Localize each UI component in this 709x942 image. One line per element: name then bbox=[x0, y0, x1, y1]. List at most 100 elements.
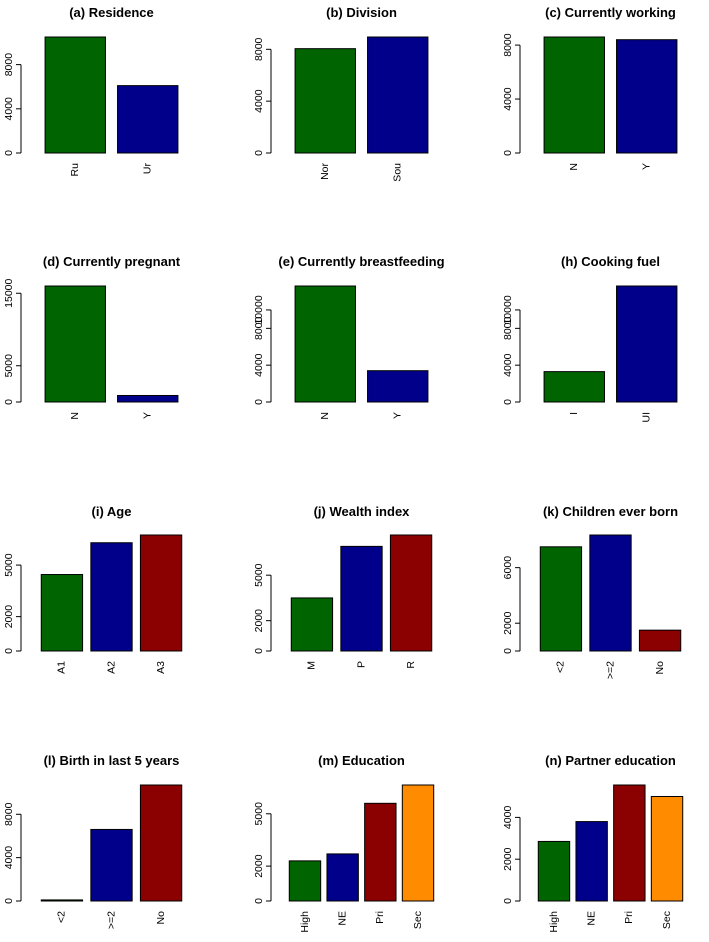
bar-<2 bbox=[40, 899, 84, 902]
y-tick-label: 0 bbox=[3, 399, 15, 405]
y-tick-label: 0 bbox=[3, 898, 15, 904]
category-label: M bbox=[306, 661, 318, 670]
bar-Sou bbox=[367, 36, 429, 154]
y-tick-label: 0 bbox=[502, 399, 514, 405]
y-tick-label: 0 bbox=[253, 399, 265, 405]
y-tick-label: 8000 bbox=[3, 802, 15, 826]
bar-NE bbox=[326, 853, 359, 902]
category-label: Ru bbox=[69, 163, 81, 177]
y-tick-label: 0 bbox=[253, 898, 265, 904]
panel-title: (e) Currently breastfeeding bbox=[278, 254, 444, 269]
bar->=2 bbox=[589, 534, 632, 652]
bar-No bbox=[139, 784, 183, 902]
y-tick-label: 8000 bbox=[502, 33, 514, 57]
y-tick-label: 10000 bbox=[253, 295, 265, 324]
y-tick-label: 4000 bbox=[3, 846, 15, 870]
category-label: Ur bbox=[142, 163, 154, 175]
panel-title: (l) Birth in last 5 years bbox=[44, 753, 180, 768]
category-label: I bbox=[568, 412, 580, 415]
bar-N bbox=[294, 285, 356, 403]
category-label: >=2 bbox=[105, 911, 117, 929]
bar-Pri bbox=[364, 802, 397, 902]
category-label: A1 bbox=[56, 661, 68, 674]
category-label: Y bbox=[392, 412, 404, 419]
bar-Sec bbox=[401, 784, 435, 902]
bar-No bbox=[638, 629, 682, 652]
panel-title: (d) Currently pregnant bbox=[43, 254, 181, 269]
bar-Sec bbox=[650, 795, 684, 902]
y-tick-label: 2000 bbox=[3, 605, 15, 629]
panel-title: (a) Residence bbox=[69, 5, 154, 20]
category-label: A2 bbox=[105, 661, 117, 674]
y-tick-label: 0 bbox=[253, 648, 265, 654]
y-tick-label: 0 bbox=[3, 150, 15, 156]
bar-Ru bbox=[44, 36, 106, 154]
bar-M bbox=[290, 597, 334, 652]
bar-Y bbox=[367, 370, 429, 403]
y-tick-label: 10000 bbox=[502, 295, 514, 324]
y-tick-label: 8000 bbox=[253, 317, 265, 341]
category-label: Pri bbox=[623, 911, 635, 924]
category-label: N bbox=[319, 412, 331, 420]
y-tick-label: 4000 bbox=[502, 806, 514, 830]
chart-panel-12: (n) Partner education High NE Pri Sec 0 2000 40… bbox=[502, 753, 684, 933]
bar-P bbox=[340, 545, 383, 652]
chart-panel-5: (e) Currently breastfeeding N Y 0 4000 800010… bbox=[253, 254, 445, 420]
category-label: High bbox=[548, 911, 560, 933]
y-tick-label: 8000 bbox=[3, 53, 15, 77]
panel-title: (n) Partner education bbox=[545, 753, 676, 768]
category-label: P bbox=[355, 661, 367, 668]
y-tick-label: 0 bbox=[253, 150, 265, 156]
y-tick-label: 4000 bbox=[502, 353, 514, 377]
bar-Y bbox=[616, 39, 678, 154]
y-tick-label: 2000 bbox=[253, 609, 265, 633]
bar-High bbox=[537, 840, 571, 902]
category-label: UI bbox=[641, 412, 653, 423]
bar-<2 bbox=[539, 546, 583, 652]
category-label: >=2 bbox=[604, 661, 616, 679]
panel-title: (m) Education bbox=[318, 753, 405, 768]
category-label: NE bbox=[336, 911, 348, 926]
y-tick-label: 4000 bbox=[253, 353, 265, 377]
y-tick-label: 8000 bbox=[253, 37, 265, 61]
y-tick-label: 4000 bbox=[502, 87, 514, 111]
y-tick-label: 0 bbox=[502, 898, 514, 904]
bar-UI bbox=[616, 285, 678, 403]
category-label: No bbox=[654, 661, 666, 675]
bar-Ur bbox=[117, 85, 179, 154]
chart-panel-1: (a) Residence Ru Ur 0 4000 8000 bbox=[3, 5, 179, 177]
chart-panel-9: (k) Children ever born <2 >=2 No 0 2000 6000 bbox=[502, 504, 682, 679]
y-tick-label: 6000 bbox=[502, 556, 514, 580]
y-tick-label: 5000 bbox=[253, 563, 265, 587]
bar-A1 bbox=[40, 574, 84, 652]
chart-panel-11: (m) Education High NE Pri Sec 0 2000 5000 bbox=[253, 753, 435, 933]
chart-panel-2: (b) Division Nor Sou 0 4000 8000 bbox=[253, 5, 429, 182]
category-label: Sec bbox=[661, 911, 673, 929]
category-label: Pri bbox=[374, 911, 386, 924]
chart-panel-8: (j) Wealth index M P R 0 2000 5000 bbox=[253, 504, 433, 670]
bar-A2 bbox=[90, 542, 133, 652]
chart-panel-10: (l) Birth in last 5 years <2 >=2 No 0 4000 800… bbox=[3, 753, 183, 929]
y-tick-label: 0 bbox=[502, 648, 514, 654]
y-tick-label: 2000 bbox=[502, 611, 514, 635]
y-tick-label: 0 bbox=[3, 648, 15, 654]
bar-Y bbox=[117, 394, 179, 403]
bar-Nor bbox=[294, 48, 356, 154]
panel-title: (b) Division bbox=[326, 5, 397, 20]
bar-R bbox=[389, 534, 433, 652]
y-tick-label: 4000 bbox=[253, 89, 265, 113]
y-tick-label: 0 bbox=[502, 150, 514, 156]
category-label: <2 bbox=[56, 911, 68, 923]
bar-High bbox=[288, 860, 322, 902]
y-tick-label: 4000 bbox=[3, 97, 15, 121]
y-tick-label: 5000 bbox=[3, 354, 15, 378]
panel-title: (j) Wealth index bbox=[314, 504, 411, 519]
category-label: N bbox=[69, 412, 81, 420]
category-label: High bbox=[299, 911, 311, 933]
chart-panel-3: (c) Currently working N Y 0 4000 8000 bbox=[502, 5, 678, 171]
category-label: Sou bbox=[392, 163, 404, 182]
category-label: NE bbox=[585, 911, 597, 926]
chart-panel-7: (i) Age A1 A2 A3 0 2000 5000 bbox=[3, 504, 183, 674]
